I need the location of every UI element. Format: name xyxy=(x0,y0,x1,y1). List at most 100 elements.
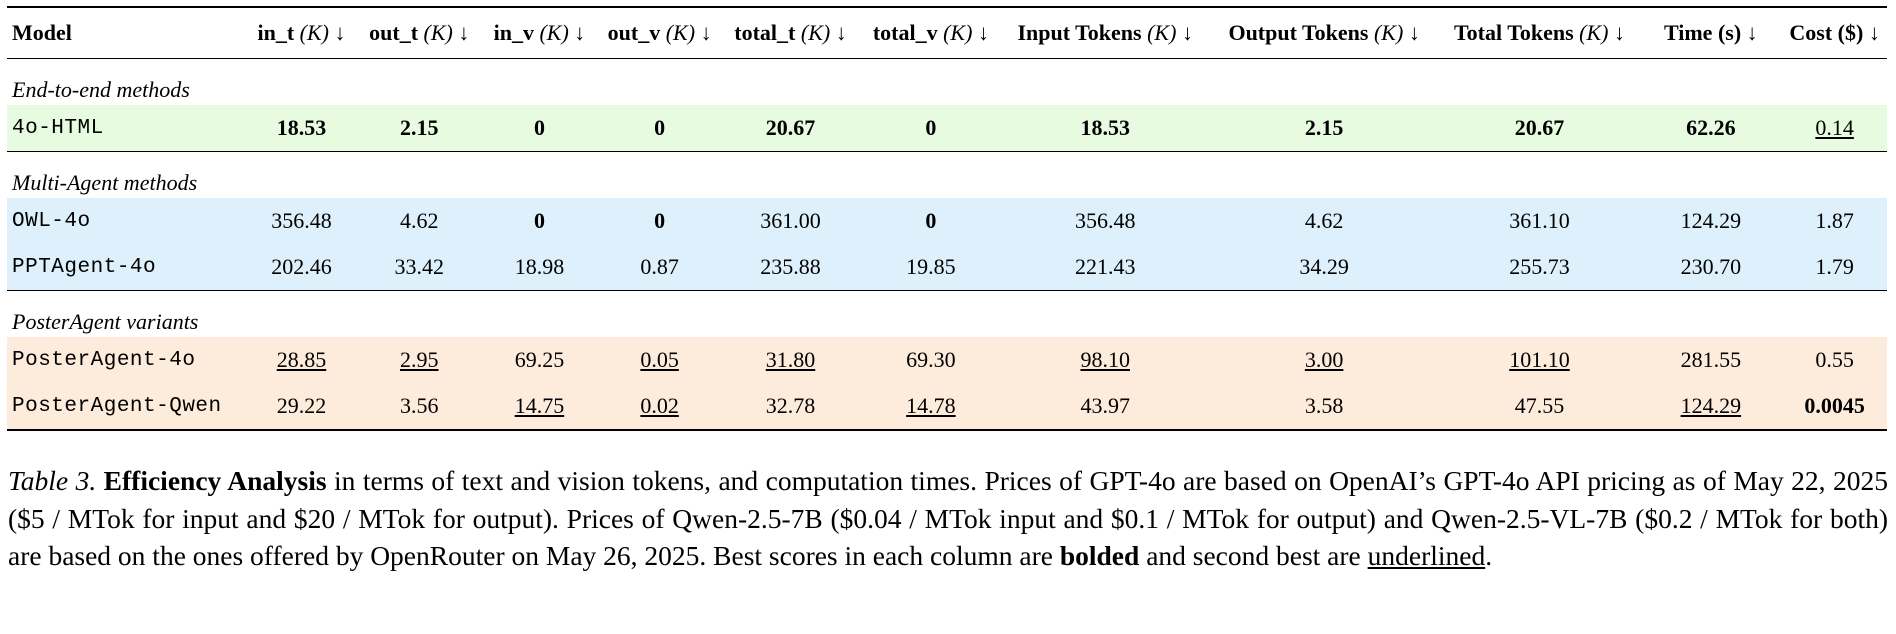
caption-text: in terms of text and vision tokens, and … xyxy=(8,465,1889,571)
model-name-cell: PPTAgent-4o xyxy=(7,244,245,291)
value-cell: 29.22 xyxy=(244,383,358,431)
sort-down-arrow-icon: ↓ xyxy=(1868,20,1880,45)
column-header: out_v (K) ↓ xyxy=(598,6,721,59)
value-cell: 0 xyxy=(598,105,721,152)
value-cell: 47.55 xyxy=(1439,383,1640,431)
cell-value: 3.00 xyxy=(1304,347,1344,372)
column-header-unit: (K) xyxy=(665,20,696,45)
table-row: PosterAgent-Qwen 29.22 3.56 14.75 0.02 32.78 1… xyxy=(7,383,1887,431)
cell-value: 20.67 xyxy=(1514,115,1565,140)
column-header: Input Tokens (K) ↓ xyxy=(1001,6,1209,59)
value-cell: 4.62 xyxy=(358,198,481,244)
value-cell: 14.78 xyxy=(860,383,1002,431)
column-header-name: in_v xyxy=(493,20,534,45)
cell-value: 281.55 xyxy=(1680,347,1742,372)
cell-value: 0 xyxy=(533,115,545,140)
column-header-unit: (K) xyxy=(943,20,973,45)
column-header: Cost ($) ↓ xyxy=(1782,6,1887,59)
caption-title: Efficiency Analysis xyxy=(103,465,327,496)
caption-underline-word: underlined xyxy=(1367,540,1486,571)
value-cell: 202.46 xyxy=(244,244,358,291)
cell-value: 0.14 xyxy=(1815,115,1854,140)
column-header-name: total_t xyxy=(734,20,796,45)
column-header-name: out_v xyxy=(607,20,661,45)
value-cell: 0.02 xyxy=(598,383,721,431)
cell-value: 4.62 xyxy=(400,208,439,233)
column-header: total_v (K) ↓ xyxy=(860,6,1002,59)
table-row: PosterAgent-4o 28.85 2.95 69.25 0.05 31.80 69.… xyxy=(7,337,1887,383)
cell-value: 101.10 xyxy=(1509,347,1570,372)
value-cell: 0.14 xyxy=(1782,105,1887,152)
column-header: in_t (K) ↓ xyxy=(244,6,358,59)
cell-value: 0 xyxy=(654,115,666,140)
cell-value: 230.70 xyxy=(1680,254,1742,279)
column-header-unit: (K) xyxy=(539,20,569,45)
cell-value: 0 xyxy=(533,208,545,233)
sort-down-arrow-icon: ↓ xyxy=(334,20,346,45)
sort-down-arrow-icon: ↓ xyxy=(835,20,847,45)
cell-value: 221.43 xyxy=(1074,254,1136,279)
value-cell: 124.29 xyxy=(1639,383,1783,431)
cell-value: 34.29 xyxy=(1299,254,1349,279)
column-header: Time (s) ↓ xyxy=(1639,6,1783,59)
cell-value: 361.10 xyxy=(1509,208,1570,233)
column-header-unit: (K) xyxy=(423,20,453,45)
sort-down-arrow-icon: ↓ xyxy=(574,20,586,45)
section-header-row: End-to-end methods xyxy=(7,59,1887,106)
cell-value: 14.78 xyxy=(906,393,956,418)
value-cell: 0 xyxy=(480,198,599,244)
cell-value: 2.15 xyxy=(400,115,439,140)
value-cell: 356.48 xyxy=(1001,198,1209,244)
column-header-unit: (K) xyxy=(1373,20,1404,45)
column-header: out_t (K) ↓ xyxy=(358,6,481,59)
sort-down-arrow-icon: ↓ xyxy=(1181,20,1193,45)
value-cell: 4.62 xyxy=(1208,198,1440,244)
cell-value: 31.80 xyxy=(765,347,816,372)
value-cell: 18.53 xyxy=(244,105,358,152)
sort-down-arrow-icon: ↓ xyxy=(700,20,712,45)
caption-text-2: and second best are xyxy=(1139,540,1368,571)
column-header-unit: (K) xyxy=(800,20,831,45)
cell-value: 18.53 xyxy=(276,115,327,140)
sort-down-arrow-icon: ↓ xyxy=(977,20,989,45)
value-cell: 32.78 xyxy=(720,383,861,431)
section-title: PosterAgent variants xyxy=(7,290,1887,337)
value-cell: 0 xyxy=(480,105,599,152)
value-cell: 124.29 xyxy=(1639,198,1783,244)
cell-value: 4.62 xyxy=(1304,208,1344,233)
cell-value: 361.00 xyxy=(760,208,821,233)
efficiency-table: Model in_t (K) ↓ out_t (K) ↓ in_v (K) ↓ out_… xyxy=(7,6,1887,431)
value-cell: 18.53 xyxy=(1001,105,1209,152)
value-cell: 98.10 xyxy=(1001,337,1209,383)
column-header-unit: (K) xyxy=(1147,20,1177,45)
cell-value: 3.58 xyxy=(1304,393,1344,418)
cell-value: 0.55 xyxy=(1815,347,1854,372)
value-cell: 101.10 xyxy=(1439,337,1640,383)
value-cell: 230.70 xyxy=(1639,244,1783,291)
model-name-cell: 4o-HTML xyxy=(7,105,245,152)
value-cell: 28.85 xyxy=(244,337,358,383)
value-cell: 20.67 xyxy=(720,105,861,152)
model-name-cell: PosterAgent-Qwen xyxy=(7,383,245,431)
cell-value: 3.56 xyxy=(400,393,439,418)
cell-value: 28.85 xyxy=(276,347,327,372)
cell-value: 98.10 xyxy=(1080,347,1130,372)
cell-value: 0.0045 xyxy=(1804,393,1865,418)
column-header: total_t (K) ↓ xyxy=(720,6,861,59)
value-cell: 69.30 xyxy=(860,337,1002,383)
table-header-row: Model in_t (K) ↓ out_t (K) ↓ in_v (K) ↓ out_… xyxy=(7,6,1887,59)
value-cell: 0 xyxy=(598,198,721,244)
value-cell: 43.97 xyxy=(1001,383,1209,431)
column-header-name: out_t xyxy=(369,20,419,45)
value-cell: 0.05 xyxy=(598,337,721,383)
sort-down-arrow-icon: ↓ xyxy=(458,20,470,45)
value-cell: 18.98 xyxy=(480,244,599,291)
cell-value: 69.25 xyxy=(514,347,565,372)
column-header-unit: (K) xyxy=(1579,20,1609,45)
cell-value: 124.29 xyxy=(1680,208,1742,233)
value-cell: 221.43 xyxy=(1001,244,1209,291)
column-header: Model xyxy=(7,6,245,59)
value-cell: 0.55 xyxy=(1782,337,1887,383)
section-title: Multi-Agent methods xyxy=(7,151,1887,198)
